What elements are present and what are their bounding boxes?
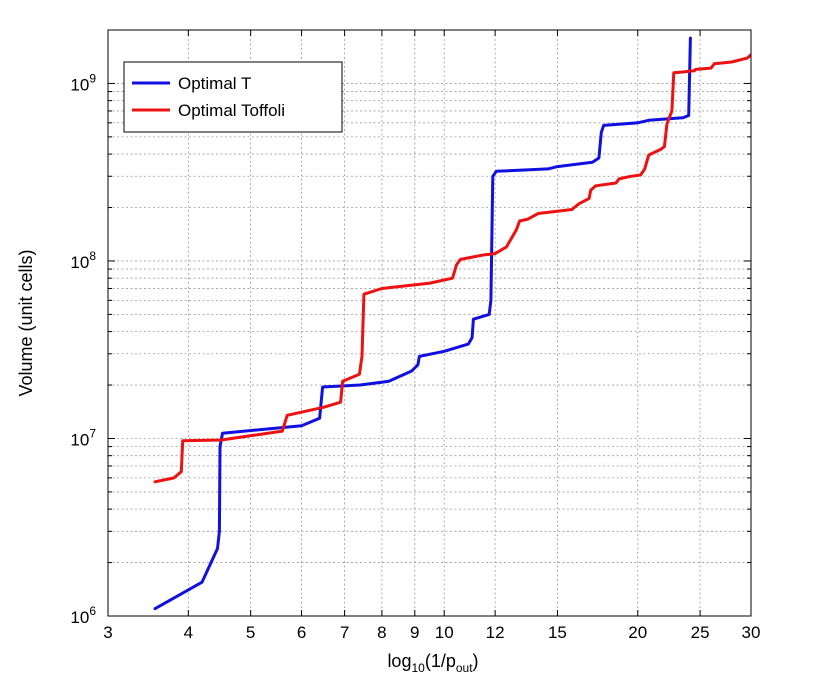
- x-tick-label: 8: [377, 623, 386, 642]
- x-tick-label: 6: [297, 623, 306, 642]
- x-tick-labels: 3 4 5 6 7 8 9 10 12 15 20 25 30: [103, 623, 760, 642]
- series-layer: [153, 36, 751, 611]
- tick-marks: [107, 30, 752, 616]
- x-tick-label: 20: [628, 623, 647, 642]
- x-tick-label: 25: [691, 623, 710, 642]
- y-tick-label: 108: [70, 249, 96, 272]
- x-tick-label: 12: [486, 623, 505, 642]
- y-tick-label: 106: [70, 604, 96, 627]
- legend-label-0: Optimal T: [178, 74, 251, 93]
- series-line-0: [153, 36, 692, 611]
- legend-box: [123, 61, 343, 133]
- x-tick-label: 9: [410, 623, 419, 642]
- x-tick-label: 10: [435, 623, 454, 642]
- y-axis-label: Volume (unit cells): [16, 249, 36, 396]
- plot-frame: [107, 29, 752, 617]
- series-line-1: [153, 53, 751, 484]
- x-tick-label: 15: [548, 623, 567, 642]
- x-tick-label: 3: [103, 623, 112, 642]
- x-tick-label: 30: [742, 623, 761, 642]
- y-tick-label: 109: [70, 71, 96, 94]
- legend: Optimal T Optimal Toffoli: [123, 61, 343, 133]
- y-tick-label: 107: [70, 426, 96, 449]
- y-tick-labels: 106 107 108 109: [70, 71, 96, 627]
- x-tick-label: 5: [246, 623, 255, 642]
- x-tick-label: 7: [340, 623, 349, 642]
- x-tick-label: 4: [184, 623, 193, 642]
- x-axis-label: log10(1/pout): [387, 651, 478, 675]
- legend-label-1: Optimal Toffoli: [178, 101, 285, 120]
